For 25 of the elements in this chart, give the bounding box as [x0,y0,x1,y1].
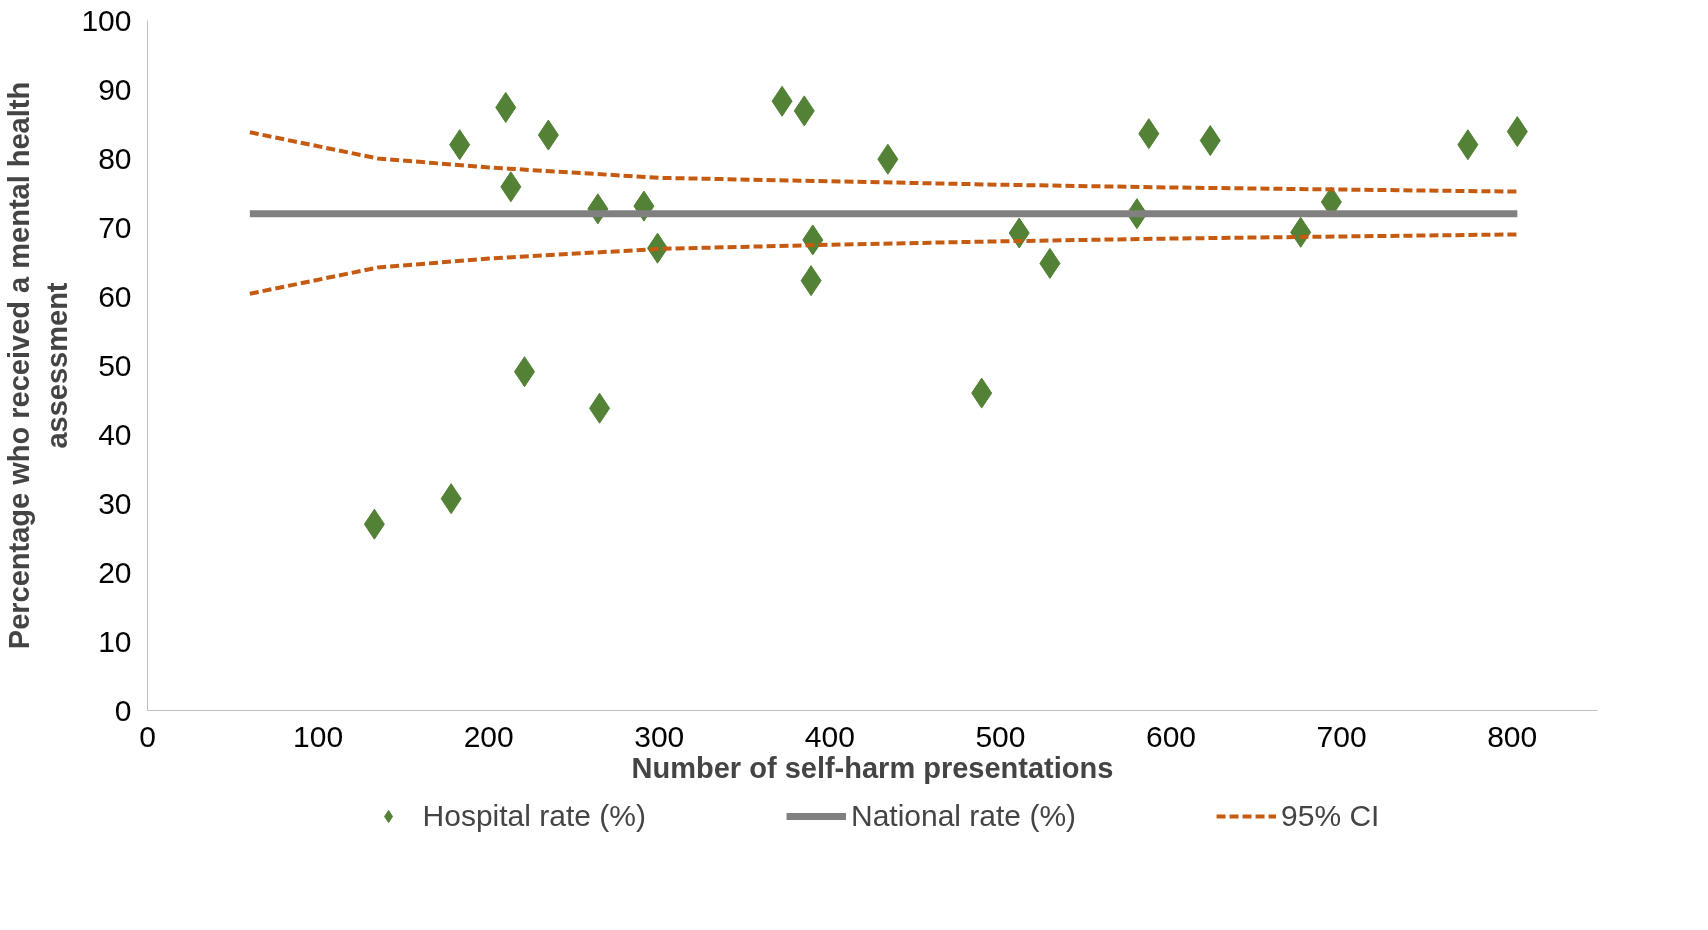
y-tick-label: 90 [98,72,132,106]
x-tick-label: 600 [1146,719,1197,753]
y-tick-label: 30 [98,486,132,520]
y-tick-label: 100 [81,3,132,37]
y-tick-label: 60 [98,279,132,313]
y-tick-label: 80 [98,141,132,175]
x-tick-label: 700 [1316,719,1367,753]
legend-label: National rate (%) [850,799,1077,833]
legend-label: Hospital rate (%) [422,799,646,833]
y-tick-label: 70 [98,210,132,244]
x-tick-label: 0 [139,719,156,753]
y-tick-label: 10 [98,624,132,658]
y-tick-label: 20 [98,555,132,589]
x-axis-title: Number of self-harm presentations [631,751,1114,784]
x-tick-label: 500 [975,719,1026,753]
y-axis-title: Percentage who received a mental health assessment [3,81,74,650]
y-tick-label: 0 [114,693,132,727]
legend-label: 95% CI [1281,799,1380,833]
x-tick-label: 100 [293,719,344,753]
x-tick-label: 300 [634,719,685,753]
y-tick-label: 50 [98,348,132,382]
x-tick-label: 800 [1487,719,1538,753]
x-tick-label: 200 [463,719,514,753]
x-tick-label: 400 [804,719,855,753]
y-tick-label: 40 [98,417,132,451]
